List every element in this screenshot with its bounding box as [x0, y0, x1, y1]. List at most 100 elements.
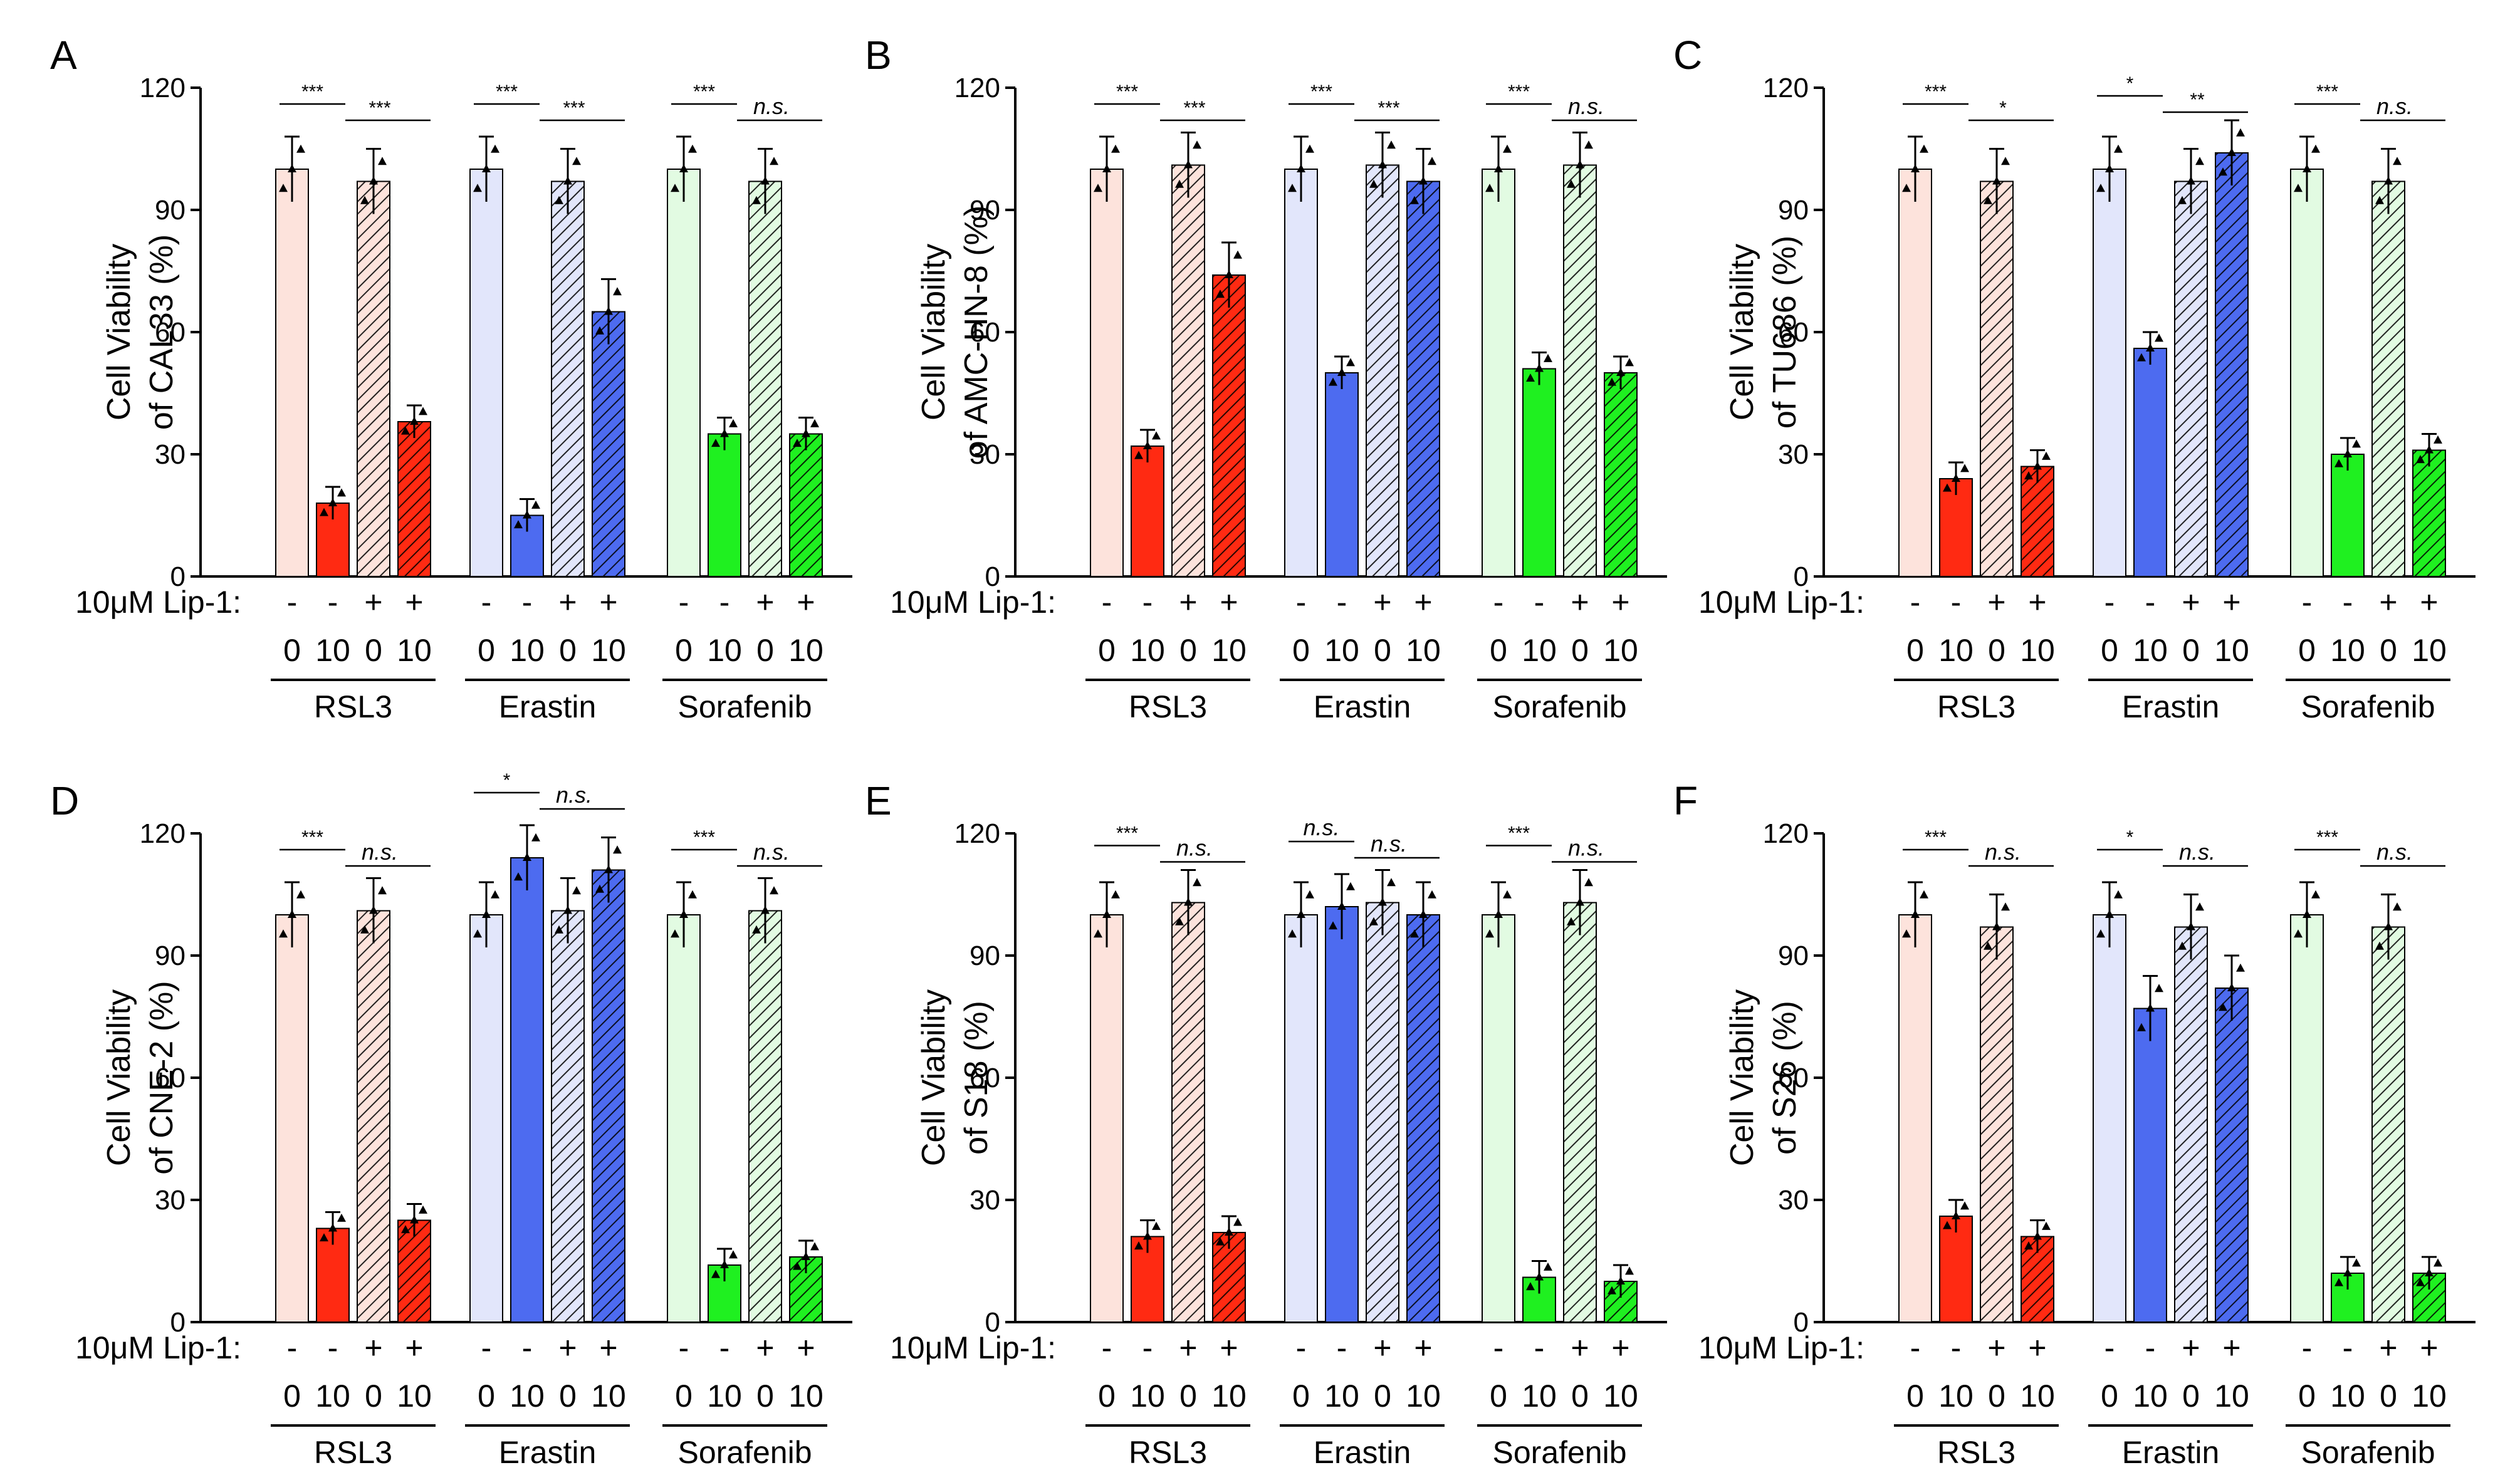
significance-label: ***	[1116, 823, 1138, 844]
data-point	[2146, 343, 2155, 352]
dose-label: 10	[315, 633, 350, 668]
dose-label: 10	[1603, 633, 1638, 668]
dose-label: 0	[756, 1378, 774, 1414]
bar	[1482, 914, 1515, 1323]
dose-label: 0	[365, 1378, 382, 1414]
significance-label: ***	[563, 98, 585, 118]
lip1-sign: -	[679, 585, 689, 620]
data-point	[711, 439, 720, 447]
lip1-sign: +	[599, 1330, 617, 1365]
significance-label: *	[503, 770, 511, 791]
data-point	[1544, 353, 1552, 362]
data-point	[555, 925, 563, 934]
lip1-sign: -	[1337, 1330, 1347, 1365]
lip1-sign: +	[797, 1330, 815, 1365]
significance-label: *	[2126, 73, 2134, 94]
significance-label: ***	[1116, 81, 1138, 102]
chart-panel-f: F Cell Viability of S26 (%) 0 30 60 90 120 10μM …	[1673, 778, 2476, 1470]
data-point	[2303, 164, 2311, 172]
data-point	[410, 417, 419, 425]
group-label: Sorafenib	[2301, 689, 2435, 724]
panel-letter: E	[865, 778, 892, 823]
y-tick-label: 0	[1794, 561, 1809, 592]
bar-hatch	[2215, 988, 2249, 1323]
dose-label: 10	[2133, 633, 2168, 668]
bar	[469, 914, 503, 1323]
data-point	[2375, 195, 2384, 204]
significance-label: ***	[496, 81, 518, 102]
y-tick-label: 60	[155, 317, 186, 348]
panel-letter: A	[50, 33, 77, 78]
dose-label: 0	[1571, 1378, 1589, 1414]
data-point	[729, 419, 738, 427]
data-point	[613, 287, 622, 296]
lip1-sign: -	[481, 585, 492, 620]
bar	[1522, 368, 1556, 577]
y-axis-label-line: of CNE-2 (%)	[144, 981, 180, 1174]
data-point	[2178, 195, 2187, 204]
data-point	[1943, 483, 1952, 492]
data-point	[802, 429, 810, 437]
lip1-sign: -	[1910, 585, 1921, 620]
chart-panel-c: C Cell Viability of TU686 (%) 0 30 60 90 120 10μ…	[1673, 33, 2476, 724]
lip1-sign: -	[1102, 1330, 1112, 1365]
data-point	[1992, 176, 2001, 185]
dose-label: 10	[510, 633, 545, 668]
y-axis-label-line: Cell Viability	[916, 989, 952, 1166]
dose-label: 10	[1324, 633, 1359, 668]
data-point	[1494, 910, 1503, 918]
lip1-sign: +	[2182, 585, 2200, 620]
bar	[2290, 169, 2324, 577]
dose-label: 10	[1211, 633, 1247, 668]
data-point	[770, 157, 778, 165]
dose-label: 0	[1374, 1378, 1391, 1414]
data-point	[320, 1233, 328, 1242]
dose-label: 0	[1179, 1378, 1197, 1414]
data-point	[1094, 184, 1102, 192]
data-point	[595, 884, 604, 893]
bar-hatch	[2174, 180, 2208, 577]
lip1-sign: -	[1534, 585, 1545, 620]
dose-label: 10	[1130, 1378, 1165, 1414]
y-tick-label: 0	[1794, 1307, 1809, 1338]
y-tick-label: 120	[140, 818, 186, 849]
lip1-sign: -	[2343, 585, 2353, 620]
bar-hatch	[551, 180, 585, 577]
data-point	[2146, 1003, 2155, 1012]
data-point	[1567, 179, 1576, 188]
lip1-sign: +	[1179, 1330, 1197, 1365]
significance-label: n.s.	[2376, 93, 2413, 119]
dose-label: 0	[756, 633, 774, 668]
y-tick-label: 60	[1778, 1063, 1809, 1093]
lip1-sign: +	[1414, 585, 1432, 620]
y-tick-label: 120	[954, 818, 1000, 849]
data-point	[2001, 902, 2010, 911]
data-point	[1184, 897, 1193, 906]
data-point	[328, 498, 337, 506]
lip1-sign: -	[679, 1330, 689, 1365]
dose-label: 0	[478, 633, 495, 668]
data-point	[770, 886, 778, 895]
lip1-sign: +	[558, 1330, 577, 1365]
lip1-sign: -	[719, 585, 730, 620]
data-point	[2434, 1258, 2442, 1267]
data-point	[1584, 878, 1593, 887]
lip1-sign: -	[2302, 585, 2313, 620]
significance-label: ***	[1378, 98, 1399, 118]
bar-hatch	[2371, 180, 2405, 577]
bar	[667, 914, 701, 1323]
data-point	[288, 164, 296, 172]
lip1-sign: +	[1373, 1330, 1391, 1365]
data-point	[2178, 941, 2187, 950]
dose-label: 10	[2330, 1378, 2365, 1414]
bar-hatch	[1171, 164, 1205, 577]
data-point	[1225, 1227, 1233, 1236]
data-point	[378, 157, 387, 165]
significance-label: n.s.	[362, 839, 398, 865]
bar	[1090, 914, 1124, 1323]
bar	[2331, 454, 2365, 577]
lip1-sign: -	[1534, 1330, 1545, 1365]
lip1-row-label: 10μM Lip-1:	[1698, 585, 1864, 620]
lip1-sign: -	[1142, 1330, 1153, 1365]
data-point	[1419, 176, 1428, 185]
